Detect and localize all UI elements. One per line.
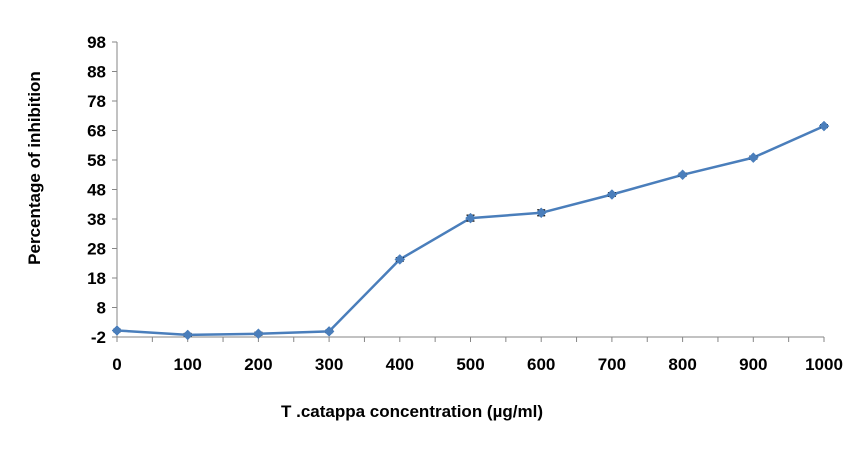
x-tick-label: 900 bbox=[739, 355, 767, 374]
data-point bbox=[323, 326, 335, 337]
y-tick-label: 18 bbox=[87, 269, 106, 288]
x-tick-label: 600 bbox=[527, 355, 555, 374]
data-point bbox=[606, 189, 618, 200]
x-tick-label: 300 bbox=[315, 355, 343, 374]
data-point bbox=[677, 169, 688, 181]
y-axis-ticks: -2 8 18 28 38 48 58 68 78 88 98 bbox=[87, 33, 117, 347]
data-point bbox=[535, 207, 547, 219]
plot-area bbox=[111, 120, 830, 341]
x-tick-label: 700 bbox=[598, 355, 626, 374]
y-tick-label: -2 bbox=[91, 328, 106, 347]
y-tick-label: 68 bbox=[87, 122, 106, 141]
x-tick-label: 400 bbox=[386, 355, 414, 374]
y-tick-label: 48 bbox=[87, 181, 106, 200]
x-tick-label: 200 bbox=[244, 355, 272, 374]
x-axis-title: T .catappa concentration (µg/ml) bbox=[281, 402, 543, 421]
data-point bbox=[818, 120, 830, 132]
x-tick-label: 800 bbox=[668, 355, 696, 374]
data-point bbox=[747, 152, 759, 163]
data-point bbox=[253, 328, 264, 340]
y-tick-label: 58 bbox=[87, 151, 106, 170]
x-tick-label: 0 bbox=[112, 355, 121, 374]
data-point bbox=[111, 325, 123, 336]
y-axis-title: Percentage of inhibition bbox=[25, 71, 44, 265]
y-tick-label: 88 bbox=[87, 63, 106, 82]
data-point bbox=[182, 329, 194, 341]
axes: -2 8 18 28 38 48 58 68 78 88 98 0 100 200 300 400 500 60… bbox=[87, 33, 843, 374]
y-tick-label: 8 bbox=[97, 299, 106, 318]
y-tick-label: 38 bbox=[87, 210, 106, 229]
series-line bbox=[116, 124, 825, 337]
x-axis-ticks: 0 100 200 300 400 500 600 700 800 900 1000 bbox=[112, 337, 843, 374]
data-point bbox=[465, 212, 476, 224]
y-tick-label: 28 bbox=[87, 240, 106, 259]
x-tick-label: 1000 bbox=[805, 355, 843, 374]
x-tick-label: 100 bbox=[174, 355, 202, 374]
data-point bbox=[394, 254, 406, 265]
y-tick-label: 78 bbox=[87, 92, 106, 111]
y-tick-label: 98 bbox=[87, 33, 106, 52]
x-tick-label: 500 bbox=[456, 355, 484, 374]
